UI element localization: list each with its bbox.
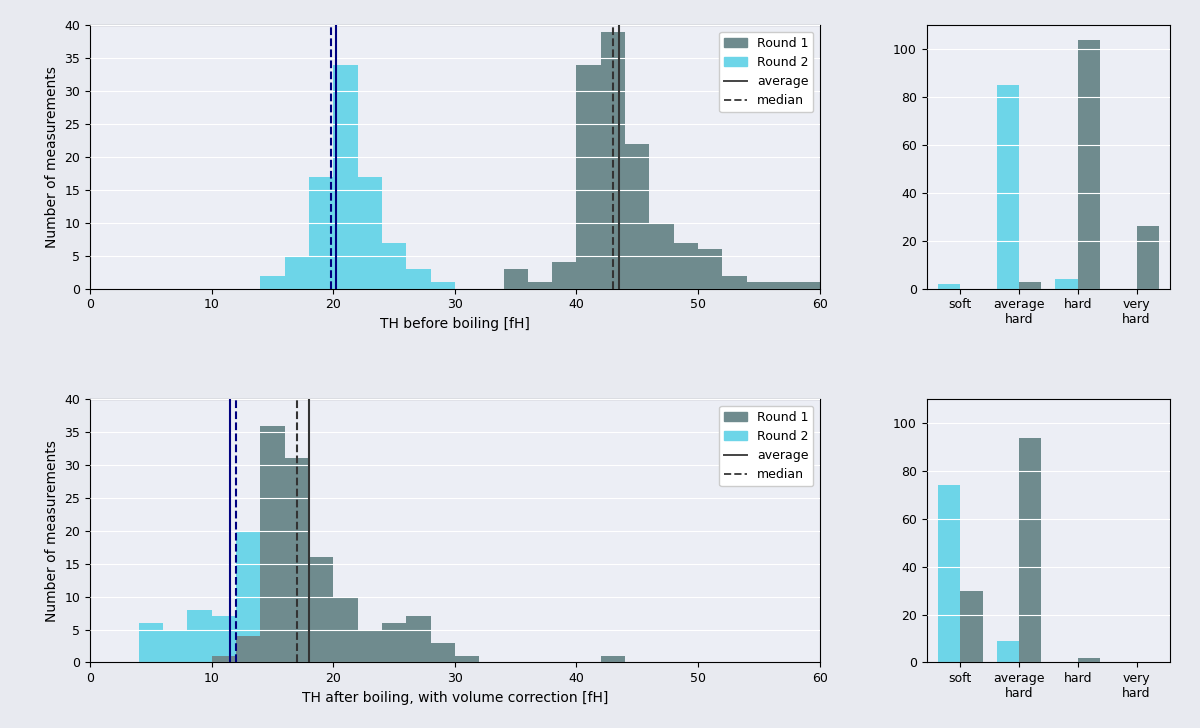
Y-axis label: Number of measurements: Number of measurements — [44, 440, 59, 622]
Bar — [960, 590, 983, 662]
Bar — [334, 636, 358, 662]
Bar — [260, 426, 284, 662]
Bar — [698, 249, 722, 289]
Bar — [528, 282, 552, 289]
Bar — [260, 511, 284, 662]
Bar — [504, 282, 528, 289]
Legend: Round 1, Round 2, average, median: Round 1, Round 2, average, median — [720, 32, 814, 113]
Legend: Round 1, Round 2, average, median: Round 1, Round 2, average, median — [720, 405, 814, 486]
Bar — [1078, 657, 1100, 662]
Bar — [673, 242, 698, 289]
Bar — [334, 65, 358, 289]
Bar — [236, 531, 260, 662]
Bar — [334, 597, 358, 662]
Bar — [722, 275, 746, 289]
X-axis label: TH before boiling [fH]: TH before boiling [fH] — [380, 317, 530, 331]
Bar — [382, 623, 407, 662]
Bar — [284, 557, 308, 662]
Bar — [308, 177, 334, 289]
Bar — [236, 636, 260, 662]
Bar — [504, 269, 528, 289]
Bar — [552, 262, 576, 289]
Bar — [796, 282, 820, 289]
Bar — [163, 630, 187, 662]
Bar — [260, 275, 284, 289]
Bar — [625, 144, 649, 289]
Bar — [601, 32, 625, 289]
Bar — [431, 643, 455, 662]
Bar — [382, 242, 407, 289]
Bar — [1019, 438, 1042, 662]
Bar — [601, 656, 625, 662]
Bar — [1019, 282, 1042, 289]
Bar — [358, 177, 382, 289]
Bar — [649, 223, 673, 289]
Bar — [528, 282, 552, 289]
X-axis label: TH after boiling, with volume correction [fH]: TH after boiling, with volume correction… — [301, 691, 608, 705]
Bar — [938, 284, 960, 289]
Bar — [997, 641, 1019, 662]
Bar — [938, 486, 960, 662]
Bar — [284, 459, 308, 662]
Y-axis label: Number of measurements: Number of measurements — [44, 66, 59, 248]
Bar — [382, 656, 407, 662]
Bar — [407, 617, 431, 662]
Bar — [211, 656, 236, 662]
Bar — [772, 282, 796, 289]
Bar — [358, 656, 382, 662]
Bar — [211, 617, 236, 662]
Bar — [407, 656, 431, 662]
Bar — [308, 557, 334, 662]
Bar — [576, 65, 601, 289]
Bar — [1078, 40, 1100, 289]
Bar — [187, 610, 211, 662]
Bar — [407, 269, 431, 289]
Bar — [308, 610, 334, 662]
Bar — [1136, 226, 1159, 289]
Bar — [552, 282, 576, 289]
Bar — [997, 85, 1019, 289]
Bar — [746, 282, 772, 289]
Bar — [1056, 279, 1078, 289]
Bar — [455, 656, 479, 662]
Bar — [431, 282, 455, 289]
Bar — [358, 630, 382, 662]
Bar — [284, 256, 308, 289]
Bar — [139, 623, 163, 662]
